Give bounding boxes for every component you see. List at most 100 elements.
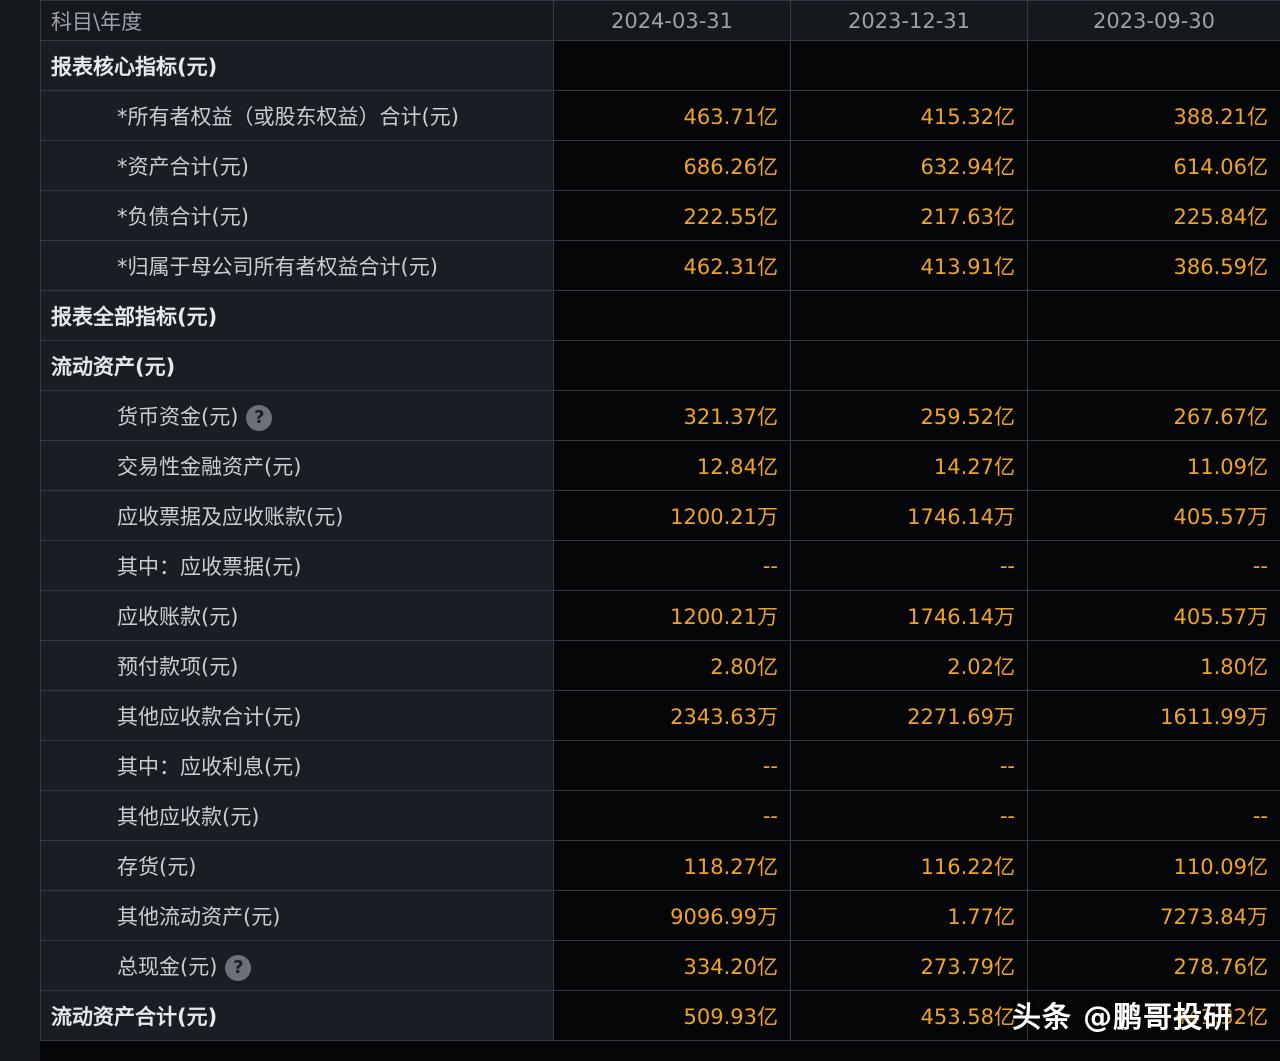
table-row[interactable]: 预付款项(元) 2.80亿 2.02亿 1.80亿 [40,640,1280,691]
row-label-text: 交易性金融资产(元) [117,454,302,479]
value-cell [553,40,791,91]
value-cell: 217.63亿 [790,190,1028,241]
table-row[interactable]: 其他应收款(元) -- -- -- [40,790,1280,841]
value-cell [1027,290,1280,341]
value-cell: 278.76亿 [1027,940,1280,991]
table-row[interactable]: 应收票据及应收账款(元) 1200.21万 1746.14万 405.57万 [40,490,1280,541]
table-row[interactable]: 存货(元) 118.27亿 116.22亿 110.09亿 [40,840,1280,891]
value-cell: 2271.69万 [790,690,1028,741]
value-cell: 686.26亿 [553,140,791,191]
value-cell: -- [790,740,1028,791]
value-cell: -- [1027,540,1280,591]
value-cell: 1746.14万 [790,590,1028,641]
value-cell: 9096.99万 [553,890,791,941]
row-label: 其中：应收票据(元) [40,540,554,591]
table-row[interactable]: 货币资金(元)? 321.37亿 259.52亿 267.67亿 [40,390,1280,441]
row-label-text: 存货(元) [117,854,197,879]
value-cell [553,340,791,391]
help-icon[interactable]: ? [225,954,252,981]
value-cell: 110.09亿 [1027,840,1280,891]
table-row[interactable]: *归属于母公司所有者权益合计(元) 462.31亿 413.91亿 386.59亿 [40,240,1280,291]
table-row[interactable]: 其他流动资产(元) 9096.99万 1.77亿 7273.84万 [40,890,1280,941]
table-row[interactable]: 其中：应收利息(元) -- -- [40,740,1280,791]
table-row[interactable]: 报表全部指标(元) [40,290,1280,341]
row-label-text: 其中：应收利息(元) [117,754,302,779]
section-label: 流动资产(元) [40,340,554,391]
header-subject-year: 科目\年度 [40,0,554,41]
value-cell: 2343.63万 [553,690,791,741]
row-label-text: 应收票据及应收账款(元) [117,504,344,529]
value-cell: 14.27亿 [790,440,1028,491]
value-cell: 1611.99万 [1027,690,1280,741]
watermark: 头条 @鹏哥投研 [1012,1000,1234,1034]
value-cell: 614.06亿 [1027,140,1280,191]
value-cell: 462.31亿 [553,240,791,291]
table-row[interactable]: 流动资产(元) [40,340,1280,391]
value-cell: 1.80亿 [1027,640,1280,691]
table-row[interactable]: 应收账款(元) 1200.21万 1746.14万 405.57万 [40,590,1280,641]
row-label: *归属于母公司所有者权益合计(元) [40,240,554,291]
table-row[interactable]: 报表核心指标(元) [40,40,1280,91]
table-row[interactable]: *资产合计(元) 686.26亿 632.94亿 614.06亿 [40,140,1280,191]
row-label: 其他流动资产(元) [40,890,554,941]
table-row[interactable]: *所有者权益（或股东权益）合计(元) 463.71亿 415.32亿 388.21亿 [40,90,1280,141]
row-label: 应收账款(元) [40,590,554,641]
table-row[interactable]: 流动资产合计(元) 509.93亿 453.58亿 441.32亿 [40,990,1280,1041]
value-cell: 1200.21万 [553,490,791,541]
row-label: 其他应收款(元) [40,790,554,841]
value-cell: 413.91亿 [790,240,1028,291]
value-cell [1027,340,1280,391]
table-row[interactable]: 其中：应收票据(元) -- -- -- [40,540,1280,591]
table-row[interactable]: 其他应收款合计(元) 2343.63万 2271.69万 1611.99万 [40,690,1280,741]
value-cell: 321.37亿 [553,390,791,441]
row-label-text: 报表全部指标(元) [51,304,218,329]
value-cell: -- [1027,790,1280,841]
value-cell: 415.32亿 [790,90,1028,141]
value-cell: 463.71亿 [553,90,791,141]
table-body: 报表核心指标(元) *所有者权益（或股东权益）合计(元) 463.71亿 415.32… [40,40,1280,1041]
value-cell: 632.94亿 [790,140,1028,191]
value-cell: 118.27亿 [553,840,791,891]
help-icon[interactable]: ? [246,404,273,431]
row-label: 应收票据及应收账款(元) [40,490,554,541]
row-label: 总现金(元)? [40,940,554,991]
value-cell: 405.57万 [1027,490,1280,541]
table-row[interactable]: 总现金(元)? 334.20亿 273.79亿 278.76亿 [40,940,1280,991]
row-label-text: *资产合计(元) [117,154,249,179]
value-cell: 222.55亿 [553,190,791,241]
header-date-col[interactable]: 2023-12-31 [790,0,1028,41]
value-cell: 259.52亿 [790,390,1028,441]
row-label: 存货(元) [40,840,554,891]
value-cell: 388.21亿 [1027,90,1280,141]
row-label-text: 总现金(元) [117,954,218,979]
row-label-text: 其中：应收票据(元) [117,554,302,579]
header-date-col[interactable]: 2024-03-31 [553,0,791,41]
row-label: *资产合计(元) [40,140,554,191]
table-row[interactable]: 交易性金融资产(元) 12.84亿 14.27亿 11.09亿 [40,440,1280,491]
row-label-text: 其他应收款合计(元) [117,704,302,729]
row-label: *所有者权益（或股东权益）合计(元) [40,90,554,141]
table-row[interactable]: *负债合计(元) 222.55亿 217.63亿 225.84亿 [40,190,1280,241]
row-label-text: *归属于母公司所有者权益合计(元) [117,254,438,279]
header-date-col[interactable]: 2023-09-30 [1027,0,1280,41]
row-label: 交易性金融资产(元) [40,440,554,491]
value-cell [553,290,791,341]
value-cell: -- [553,740,791,791]
value-cell: 453.58亿 [790,990,1028,1041]
financial-table-container: 科目\年度 2024-03-31 2023-12-31 2023-09-30 报… [40,0,1280,1061]
value-cell: 7273.84万 [1027,890,1280,941]
value-cell [790,40,1028,91]
row-label: 预付款项(元) [40,640,554,691]
section-label: 流动资产合计(元) [40,990,554,1041]
value-cell: -- [553,540,791,591]
value-cell: 116.22亿 [790,840,1028,891]
value-cell: -- [553,790,791,841]
row-label: 其中：应收利息(元) [40,740,554,791]
value-cell: 441.32亿 [1027,990,1280,1041]
financial-table: 科目\年度 2024-03-31 2023-12-31 2023-09-30 报… [40,0,1280,1041]
row-label-text: 货币资金(元) [117,404,239,429]
row-label-text: 其他流动资产(元) [117,904,281,929]
row-label-text: 流动资产合计(元) [51,1004,218,1029]
value-cell: -- [790,790,1028,841]
row-label-text: 报表核心指标(元) [51,54,218,79]
